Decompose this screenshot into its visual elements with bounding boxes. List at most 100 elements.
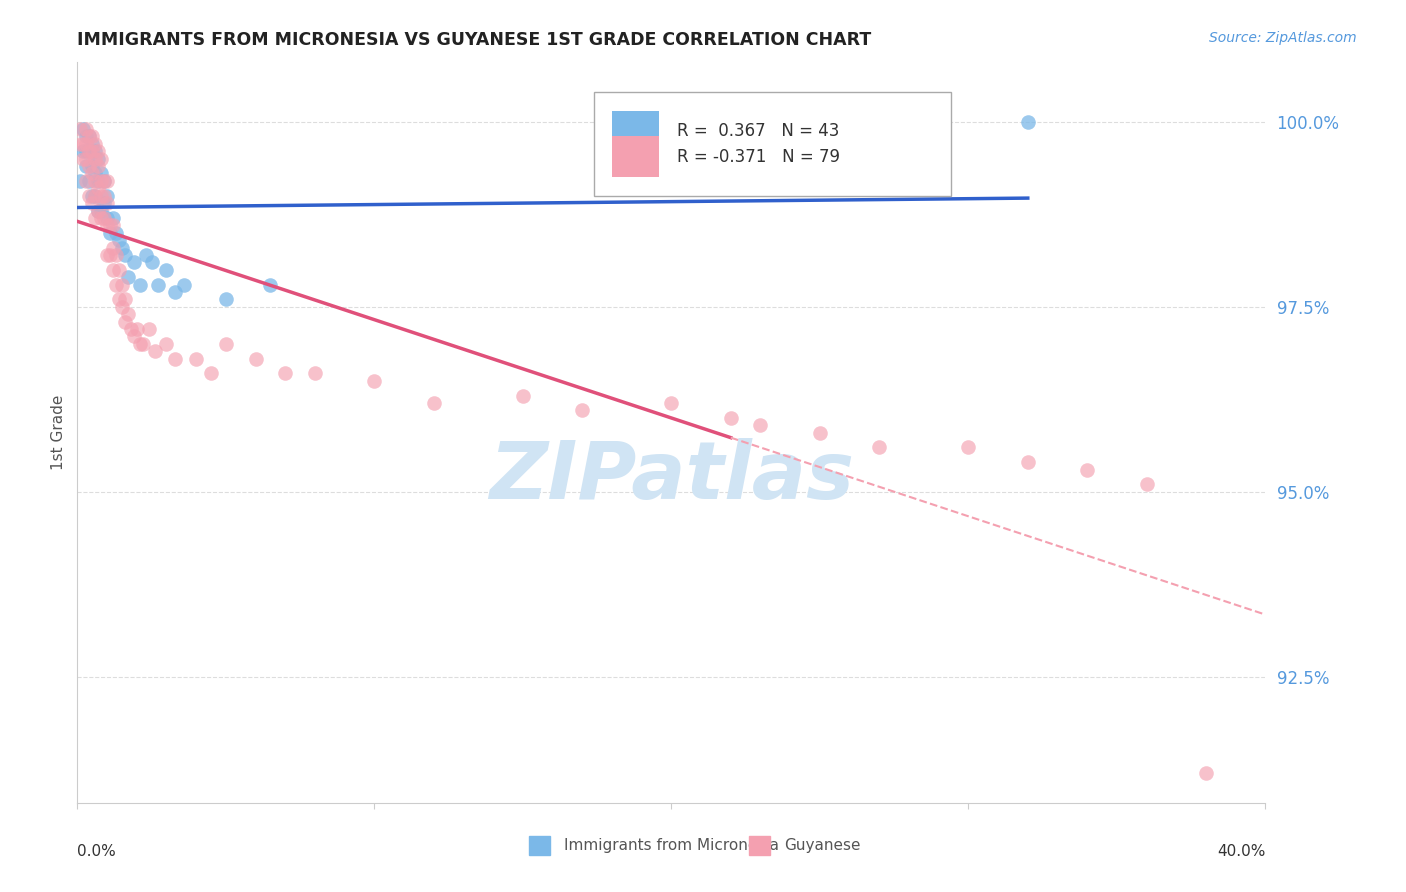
FancyBboxPatch shape xyxy=(612,111,659,152)
Text: ZIPatlas: ZIPatlas xyxy=(489,438,853,516)
Text: IMMIGRANTS FROM MICRONESIA VS GUYANESE 1ST GRADE CORRELATION CHART: IMMIGRANTS FROM MICRONESIA VS GUYANESE 1… xyxy=(77,31,872,49)
Point xyxy=(274,367,297,381)
Point xyxy=(101,262,124,277)
Point xyxy=(173,277,195,292)
Point xyxy=(77,145,100,159)
Point xyxy=(1076,463,1098,477)
Point xyxy=(143,344,166,359)
Point xyxy=(114,315,136,329)
Point xyxy=(72,136,94,151)
Bar xyxy=(529,836,550,855)
Point xyxy=(108,233,131,247)
Point xyxy=(96,174,118,188)
Point xyxy=(77,129,100,144)
Point xyxy=(111,241,134,255)
Point xyxy=(82,145,104,159)
Point xyxy=(96,196,118,211)
Point xyxy=(75,159,97,173)
Point xyxy=(215,336,238,351)
Point xyxy=(84,188,107,202)
Point xyxy=(90,174,112,188)
Point xyxy=(84,211,107,225)
Point xyxy=(87,203,110,218)
Point xyxy=(77,188,100,202)
Text: 40.0%: 40.0% xyxy=(1218,844,1265,858)
Point xyxy=(104,277,127,292)
Point xyxy=(87,159,110,173)
Point xyxy=(186,351,208,366)
Point xyxy=(96,219,118,233)
Point xyxy=(93,211,115,225)
Point xyxy=(146,277,169,292)
Point xyxy=(69,136,91,151)
Point xyxy=(165,351,187,366)
Point xyxy=(128,336,150,351)
Point xyxy=(98,248,121,262)
Point xyxy=(90,167,112,181)
Point xyxy=(87,203,110,218)
Point xyxy=(1135,477,1157,491)
Point xyxy=(77,145,100,159)
Point xyxy=(101,211,124,225)
Point xyxy=(571,403,593,417)
Point xyxy=(120,322,142,336)
Point xyxy=(77,159,100,173)
Point xyxy=(87,152,110,166)
Point xyxy=(101,241,124,255)
Point xyxy=(108,293,131,307)
Point xyxy=(98,226,121,240)
Point xyxy=(75,122,97,136)
Bar xyxy=(748,836,770,855)
FancyBboxPatch shape xyxy=(595,92,950,195)
Point xyxy=(245,351,267,366)
Point xyxy=(69,174,91,188)
Point xyxy=(215,293,238,307)
Point xyxy=(87,174,110,188)
Point xyxy=(111,277,134,292)
Text: R = -0.371   N = 79: R = -0.371 N = 79 xyxy=(678,148,841,166)
Point xyxy=(93,174,115,188)
Point xyxy=(87,145,110,159)
Point xyxy=(957,441,980,455)
Point xyxy=(75,174,97,188)
Point xyxy=(135,248,157,262)
Point xyxy=(138,322,160,336)
Point xyxy=(82,129,104,144)
Point xyxy=(661,396,683,410)
Point xyxy=(72,145,94,159)
Point xyxy=(200,367,222,381)
Point xyxy=(259,277,281,292)
Point xyxy=(720,410,742,425)
Point xyxy=(84,145,107,159)
Point xyxy=(69,122,91,136)
Point xyxy=(75,129,97,144)
Point xyxy=(82,159,104,173)
Point xyxy=(808,425,831,440)
Point xyxy=(93,174,115,188)
Point xyxy=(422,396,444,410)
Point xyxy=(84,174,107,188)
Point xyxy=(114,293,136,307)
Point xyxy=(117,307,139,321)
Point xyxy=(512,389,534,403)
Point xyxy=(155,262,177,277)
Point xyxy=(84,188,107,202)
Point xyxy=(93,188,115,202)
Point xyxy=(104,226,127,240)
Point xyxy=(77,174,100,188)
Point xyxy=(82,188,104,202)
Point xyxy=(1017,114,1039,128)
Point xyxy=(128,277,150,292)
Point xyxy=(122,255,145,269)
Point xyxy=(82,167,104,181)
Point xyxy=(87,181,110,195)
Point xyxy=(125,322,148,336)
Point xyxy=(75,136,97,151)
Point xyxy=(90,211,112,225)
Point xyxy=(114,248,136,262)
Point xyxy=(82,136,104,151)
Point xyxy=(75,145,97,159)
Point xyxy=(117,270,139,285)
Point xyxy=(75,152,97,166)
Point xyxy=(304,367,326,381)
